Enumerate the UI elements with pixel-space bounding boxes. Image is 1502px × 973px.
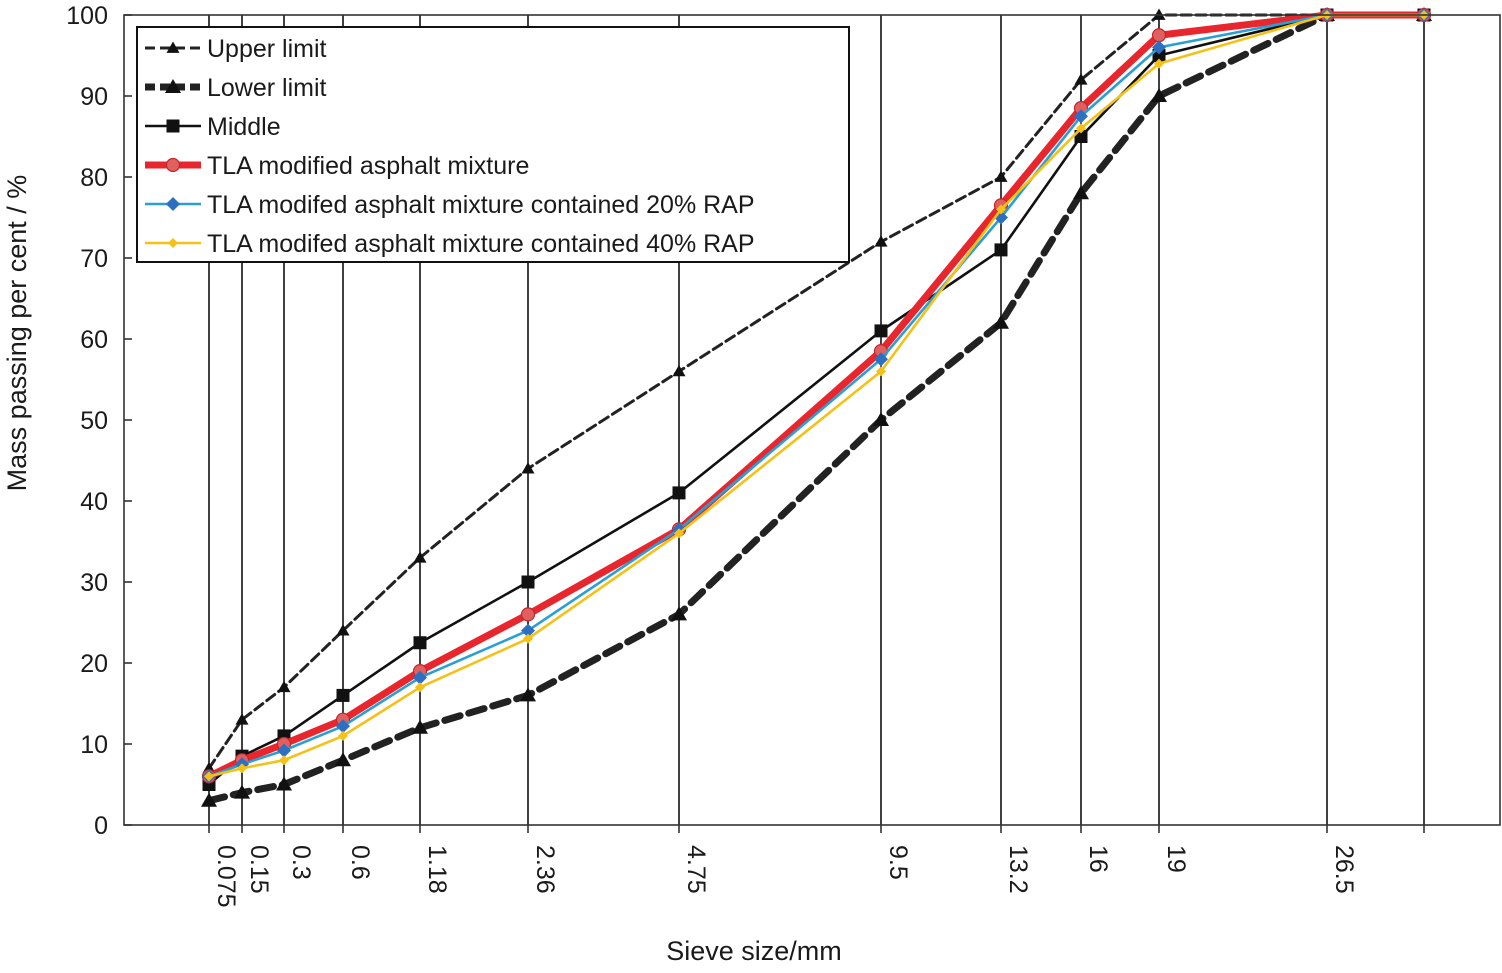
y-tick-label: 90	[80, 83, 108, 111]
x-tick-label: 16	[1084, 845, 1112, 873]
data-point	[874, 235, 888, 247]
legend-swatch-marker	[168, 238, 178, 248]
data-point	[873, 412, 889, 426]
y-tick-label: 10	[80, 731, 108, 759]
data-point	[994, 243, 1008, 257]
data-point	[336, 719, 350, 734]
data-point	[235, 713, 249, 725]
data-point	[1151, 88, 1167, 102]
legend-swatch-marker	[165, 79, 181, 93]
data-point	[874, 352, 888, 367]
data-point	[996, 204, 1006, 215]
data-point	[237, 763, 247, 774]
x-tick-label: 4.75	[682, 845, 710, 894]
series-6	[204, 10, 1429, 782]
data-point	[521, 575, 535, 589]
legend-label: Upper limit	[207, 35, 327, 63]
data-point	[521, 462, 535, 474]
data-point	[1074, 73, 1088, 85]
x-tick-label: 0.15	[245, 845, 273, 894]
legend-swatch-marker	[166, 119, 180, 133]
y-tick-label: 0	[94, 812, 108, 840]
data-point	[336, 624, 350, 636]
data-point	[204, 771, 214, 782]
legend: Upper limit Lower limit Middle TLA modified…	[136, 26, 850, 263]
data-point	[520, 607, 536, 622]
data-point	[415, 682, 425, 693]
x-tick-label: 0.6	[346, 845, 374, 880]
y-tick-label: 70	[80, 245, 108, 273]
data-point	[1151, 28, 1167, 43]
data-point	[523, 633, 533, 644]
data-point	[336, 688, 350, 702]
y-axis-ticks: 0 10 20 30 40 50 60 70 80 90 100	[66, 2, 132, 840]
legend-label: Middle	[207, 113, 281, 141]
legend-swatch-marker	[166, 197, 180, 211]
data-point	[201, 792, 217, 807]
data-point	[279, 755, 289, 766]
data-point	[874, 324, 888, 338]
x-tick-label: 9.5	[884, 845, 912, 880]
data-point	[520, 687, 536, 702]
data-point	[277, 743, 291, 758]
data-point	[876, 366, 886, 377]
data-point	[672, 364, 686, 377]
legend-label: TLA modifed asphalt mixture contained 20…	[207, 191, 755, 219]
x-tick-label: 0.075	[212, 845, 240, 908]
y-tick-label: 100	[66, 2, 108, 30]
y-tick-label: 30	[80, 569, 108, 597]
data-point	[277, 680, 291, 693]
legend-box	[136, 26, 850, 263]
y-axis-title: Mass passing per cent / %	[2, 175, 32, 492]
legend-swatch-marker	[165, 157, 181, 173]
y-tick-label: 80	[80, 164, 108, 192]
x-axis-title: Sieve size/mm	[666, 936, 842, 966]
data-point	[1152, 8, 1166, 20]
x-tick-label: 2.36	[531, 845, 559, 894]
legend-label: Lower limit	[207, 74, 327, 102]
y-tick-label: 50	[80, 407, 108, 435]
y-tick-label: 40	[80, 488, 108, 516]
data-point	[1076, 123, 1086, 134]
x-tick-label: 19	[1162, 845, 1190, 873]
data-point	[521, 623, 535, 638]
x-axis-ticks: 0.075 0.15 0.3 0.6 1.18 2.36 4.75 9.5 13.2 16 19 26…	[208, 825, 1425, 908]
x-tick-label: 1.18	[423, 845, 451, 894]
y-tick-label: 60	[80, 326, 108, 354]
data-point	[1152, 49, 1166, 62]
data-point	[1152, 40, 1166, 55]
data-point	[671, 606, 687, 621]
x-tick-label: 26.5	[1330, 845, 1358, 894]
data-point	[1074, 109, 1088, 124]
data-point	[276, 776, 292, 791]
x-tick-label: 0.3	[287, 845, 315, 880]
data-point	[413, 551, 427, 563]
data-point	[994, 170, 1008, 182]
data-point	[1154, 58, 1164, 69]
x-tick-label: 13.2	[1004, 845, 1032, 894]
data-point	[672, 486, 686, 500]
data-point	[993, 314, 1009, 329]
data-point	[1073, 185, 1089, 200]
legend-label: TLA modifed asphalt mixture contained 40…	[207, 230, 755, 258]
legend-label: TLA modified asphalt mixture	[207, 152, 529, 180]
data-point	[234, 784, 250, 799]
data-point	[412, 719, 428, 734]
data-point	[335, 752, 351, 767]
data-point	[674, 528, 684, 539]
data-point	[413, 636, 427, 650]
data-point	[338, 730, 348, 741]
y-tick-label: 20	[80, 650, 108, 678]
legend-swatch-marker	[166, 41, 180, 53]
data-point	[413, 670, 427, 685]
